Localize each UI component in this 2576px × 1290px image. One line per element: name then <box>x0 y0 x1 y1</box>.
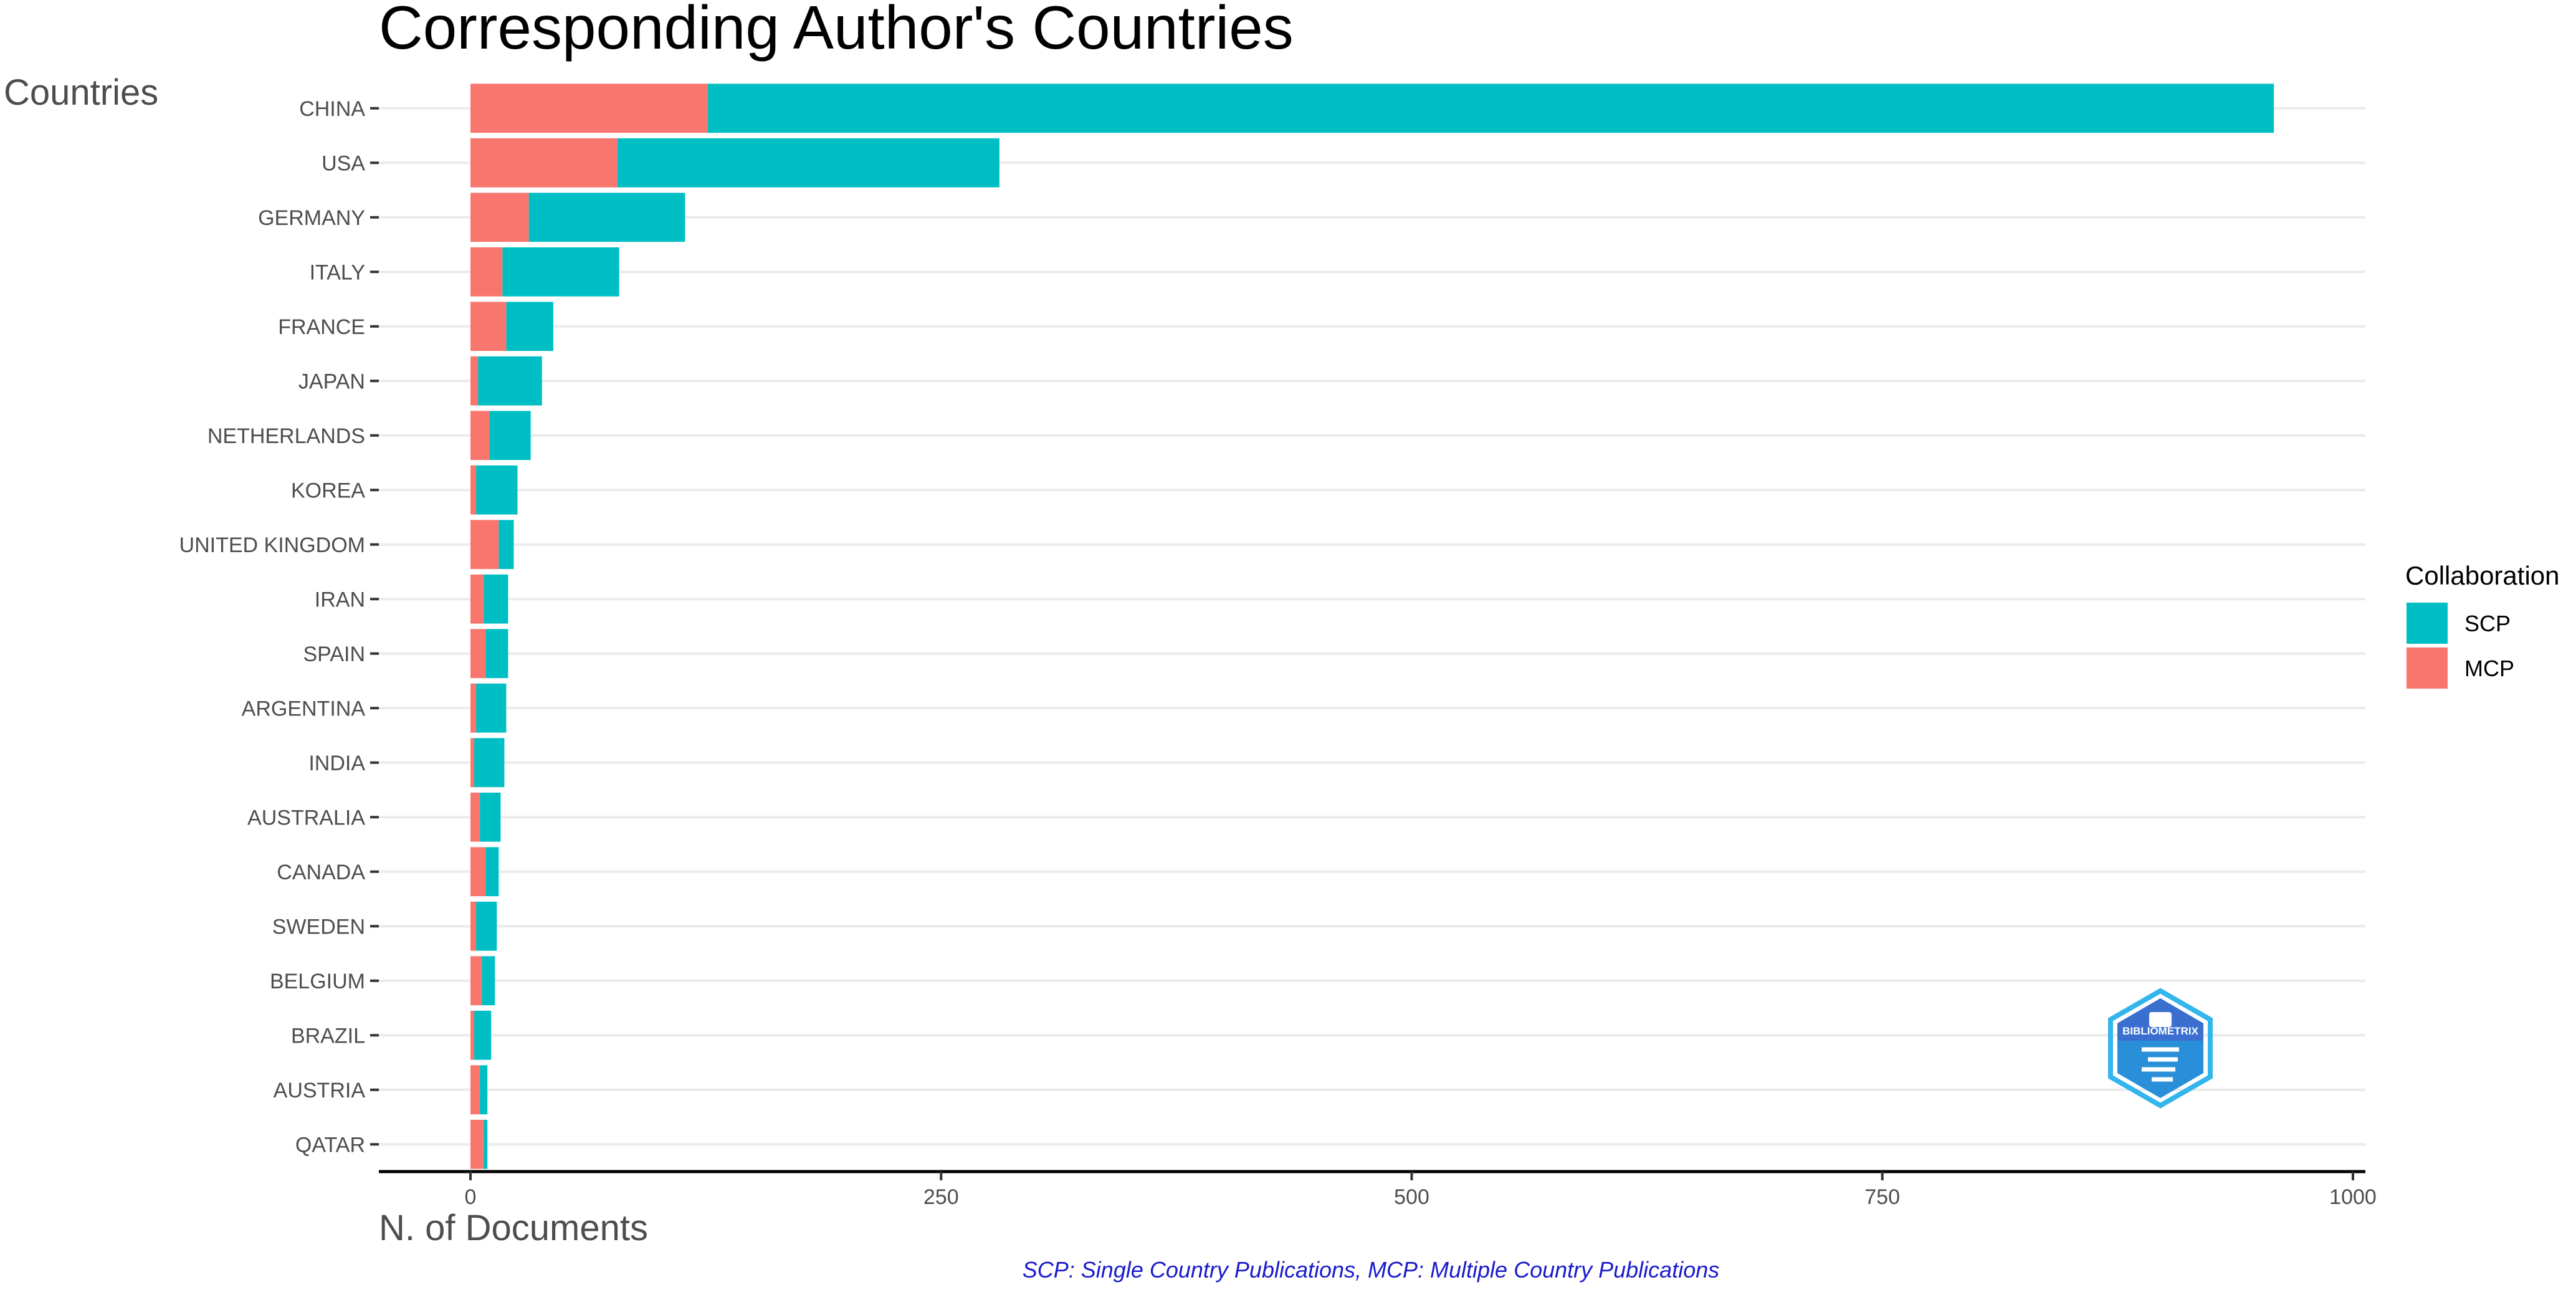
y-tick-label: ITALY <box>310 260 365 284</box>
x-tick-label: 750 <box>1864 1185 1900 1209</box>
bar-scp <box>476 465 518 515</box>
bar-mcp <box>470 1065 480 1115</box>
chart-title: Corresponding Author's Countries <box>379 0 1294 62</box>
bar-mcp <box>470 683 477 733</box>
bar-mcp <box>470 901 477 951</box>
bar-scp <box>482 956 495 1006</box>
bar-scp <box>476 683 507 733</box>
x-tick-label: 500 <box>1394 1185 1429 1209</box>
bar-scp <box>707 84 2274 133</box>
y-tick-label: AUSTRALIA <box>247 806 365 829</box>
y-tick-label: SWEDEN <box>272 915 365 939</box>
axes: CHINA USA GERMANY ITALY FRANCE JAPAN NETHERLAN… <box>179 97 2377 1209</box>
y-tick-label: SPAIN <box>303 643 365 666</box>
y-tick-label: GERMANY <box>258 206 365 230</box>
y-tick-label: KOREA <box>291 479 365 502</box>
y-tick-label: UNITED KINGDOM <box>179 533 365 557</box>
y-tick-label: CHINA <box>299 97 365 121</box>
bar-scp <box>480 792 501 842</box>
y-tick-label: NETHERLANDS <box>208 424 365 448</box>
legend-key-scp <box>2407 603 2448 644</box>
bar-mcp <box>470 356 479 406</box>
bars <box>470 84 2274 1169</box>
bar-mcp <box>470 574 484 624</box>
bar-mcp <box>470 1119 484 1169</box>
y-tick-label: USA <box>322 151 365 175</box>
legend-label-scp: SCP <box>2464 611 2511 636</box>
bar-scp <box>502 247 619 297</box>
y-tick-label: IRAN <box>315 588 365 611</box>
x-tick-label: 1000 <box>2329 1185 2377 1209</box>
bar-mcp <box>470 956 482 1006</box>
legend-title: Collaboration <box>2405 561 2560 590</box>
x-tick-label: 0 <box>465 1185 477 1209</box>
y-axis-title: Countries <box>4 72 158 113</box>
y-tick-label: JAPAN <box>298 370 365 393</box>
logo-hexagon-outline <box>2108 988 2213 1109</box>
logo-figure <box>2149 1012 2172 1027</box>
bar-mcp <box>470 411 490 461</box>
y-tick-label: QATAR <box>295 1133 365 1157</box>
bar-scp <box>489 411 531 461</box>
bar-scp <box>528 193 685 242</box>
bar-scp <box>474 1010 492 1060</box>
bar-scp <box>478 356 542 406</box>
x-axis-title: N. of Documents <box>379 1208 648 1248</box>
bar-mcp <box>470 138 618 188</box>
chart-caption: SCP: Single Country Publications, MCP: M… <box>1023 1257 1720 1283</box>
bar-mcp <box>470 738 475 788</box>
bar-mcp <box>470 792 480 842</box>
y-tick-label: ARGENTINA <box>242 697 366 720</box>
bar-mcp <box>470 629 486 679</box>
bar-mcp <box>470 302 507 351</box>
bar-scp <box>480 1065 488 1115</box>
bar-scp <box>506 302 553 351</box>
bar-mcp <box>470 84 708 133</box>
y-tick-label: FRANCE <box>278 315 365 339</box>
y-tick-label: INDIA <box>308 752 365 775</box>
x-tick-label: 250 <box>923 1185 959 1209</box>
bibliometrix-logo: BIBLIOMETRIX <box>2108 988 2213 1109</box>
bar-scp <box>485 847 499 897</box>
bar-scp <box>617 138 999 188</box>
y-tick-label: CANADA <box>277 861 365 884</box>
bar-mcp <box>470 247 503 297</box>
grid-lines <box>379 107 2365 1146</box>
logo-text: BIBLIOMETRIX <box>2122 1025 2198 1037</box>
bar-mcp <box>470 847 486 897</box>
y-tick-label: BELGIUM <box>270 970 365 993</box>
legend: SCP MCP <box>2407 603 2514 689</box>
y-tick-label: AUSTRIA <box>274 1079 366 1102</box>
bar-scp <box>474 738 505 788</box>
bar-scp <box>476 901 497 951</box>
y-tick-label: BRAZIL <box>291 1024 365 1048</box>
bar-scp <box>484 574 508 624</box>
bar-scp <box>485 629 508 679</box>
bar-scp <box>499 520 514 570</box>
bar-scp <box>484 1119 488 1169</box>
bar-mcp <box>470 465 477 515</box>
legend-key-mcp <box>2407 647 2448 689</box>
logo-figure-lines <box>2142 1047 2179 1082</box>
bar-mcp <box>470 1010 475 1060</box>
bar-mcp <box>470 193 529 242</box>
bar-mcp <box>470 520 499 570</box>
legend-label-mcp: MCP <box>2464 656 2514 681</box>
